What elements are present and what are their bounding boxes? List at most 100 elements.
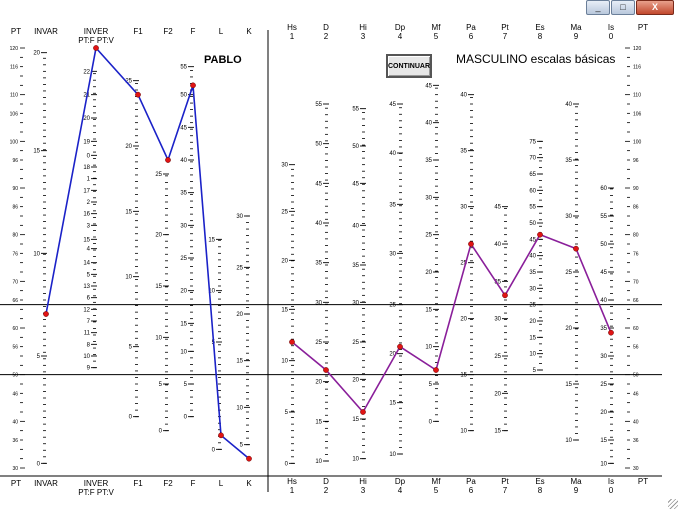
continue-button[interactable]: CONTINUAR: [386, 54, 432, 78]
scale-value-label: 15: [600, 438, 607, 444]
scale-value-label: 10: [529, 352, 536, 358]
scale-value-label: 5: [37, 354, 41, 360]
scale-value-label: 15: [389, 401, 396, 407]
scale-value-label: 5: [129, 345, 133, 351]
scale-value-label: 35: [352, 263, 359, 269]
pt-tick-label: 120: [10, 46, 19, 52]
scale-value-label: 20: [389, 352, 396, 358]
header-top-label: Pa: [466, 23, 476, 32]
header-bottom-label: 5: [434, 486, 439, 495]
scale-value-label: 15: [83, 237, 90, 243]
scale-value-label: 30: [180, 223, 187, 229]
scale-value-label: 10: [125, 275, 132, 281]
scale-value-label: 45: [315, 181, 322, 187]
header-bottom-label: 6: [469, 486, 474, 495]
scale-invar: 20 15 10 5 0: [33, 51, 47, 467]
scale-f2: 25 20 15 10 5 0: [155, 172, 169, 435]
header-top-label: 2: [324, 32, 329, 41]
scale-value-label: 5: [285, 410, 289, 416]
header-top-label: Es: [535, 23, 544, 32]
header-top-label: Hi: [359, 23, 367, 32]
header-top-label: 0: [609, 32, 614, 41]
scale-value-label: 13: [83, 284, 90, 290]
scale-d: 55 50 45 40 35 30 25 20 15 10: [315, 102, 329, 465]
close-button[interactable]: X: [636, 0, 674, 15]
scale-value-label: 15: [460, 373, 467, 379]
scale-value-label: 35: [315, 261, 322, 267]
scale-value-label: 15: [281, 307, 288, 313]
scale-value-label: 15: [155, 284, 162, 290]
clinical-profile-point: [289, 339, 295, 345]
scale-dp: 45 40 35 30 25 20 15 10: [389, 102, 403, 458]
resize-grip[interactable]: [668, 499, 678, 509]
scale-value-label: 30: [494, 317, 501, 323]
scale-value-label: 20: [494, 391, 501, 397]
patient-name: PABLO: [204, 54, 242, 66]
header-top-label: 1: [290, 32, 295, 41]
pt-tick-label: 90: [633, 186, 639, 192]
scale-value-label: 40: [529, 254, 536, 260]
pt-tick-label: 60: [633, 326, 639, 332]
pt-tick-label: 46: [633, 391, 639, 397]
scale-value-label: 20: [600, 410, 607, 416]
scale-value-label: 55: [600, 214, 607, 220]
scale-value-label: 20: [83, 116, 90, 122]
scale-value-label: 45: [180, 125, 187, 131]
scale-pa: 40 35 30 25 20 15 10: [460, 93, 474, 435]
header-bottom-label: 3: [361, 486, 366, 495]
pt-tick-label: 80: [633, 233, 639, 239]
header-top-label: Mf: [432, 23, 442, 32]
scale-value-label: 30: [281, 163, 288, 169]
scale-value-label: 6: [87, 296, 91, 302]
header-top-label: 8: [538, 32, 543, 41]
scale-value-label: 40: [180, 158, 187, 164]
pt-tick-label: 36: [12, 438, 18, 444]
header-bottom-label: Mf: [432, 477, 442, 486]
clinical-profile-point: [433, 367, 439, 373]
header-bottom-label: F: [191, 479, 196, 488]
scale-value-label: 60: [600, 186, 607, 192]
scale-value-label: 16: [83, 212, 90, 218]
scale-value-label: 35: [529, 270, 536, 276]
scale-mf: 45 40 35 30 25 20 15 10 5 0: [425, 83, 439, 425]
scale-value-label: 10: [600, 461, 607, 467]
scale-value-label: 25: [281, 209, 288, 215]
scale-hs: 30 25 20 15 10 5 0: [281, 163, 295, 467]
scale-value-label: 20: [125, 144, 132, 150]
scale-value-label: 11: [84, 331, 91, 337]
scale-value-label: 25: [460, 261, 467, 267]
header-top-label: Is: [608, 23, 614, 32]
minimize-button[interactable]: _: [586, 0, 610, 15]
header-bottom-label: Is: [608, 477, 614, 486]
clinical-profile-point: [323, 367, 329, 373]
header-bottom-label: INVER: [84, 479, 109, 488]
scale-hi: 55 50 45 40 35 30 25 20 15 10: [352, 107, 366, 463]
pt-tick-label: 120: [633, 46, 642, 52]
scale-value-label: 55: [352, 107, 359, 113]
scale-value-label: 10: [460, 429, 467, 435]
scale-value-label: 0: [129, 415, 133, 421]
pt-tick-label: 116: [633, 65, 641, 71]
maximize-button[interactable]: □: [611, 0, 635, 15]
scale-value-label: 4: [87, 247, 91, 253]
clinical-profile-point: [608, 329, 614, 336]
header-bottom-label: PT:F PT:V: [78, 488, 114, 497]
scale-value-label: 19: [83, 139, 90, 145]
scale-value-label: 0: [87, 153, 91, 159]
scale-value-label: 40: [389, 151, 396, 157]
scale-value-label: 0: [184, 415, 188, 421]
header-top-label: K: [246, 27, 252, 36]
pt-tick-label: 70: [633, 279, 639, 285]
header-bottom-label: 8: [538, 486, 543, 495]
scale-value-label: 0: [429, 419, 433, 425]
scale-value-label: 50: [352, 144, 359, 150]
scale-value-label: 30: [236, 214, 243, 220]
scale-value-label: 70: [529, 156, 536, 162]
scale-value-label: 0: [212, 447, 216, 453]
header-top-label: 5: [434, 32, 439, 41]
header-bottom-label: 0: [609, 486, 614, 495]
scale-value-label: 55: [529, 205, 536, 211]
scale-value-label: 10: [208, 289, 215, 295]
pt-tick-label: 30: [633, 466, 639, 472]
